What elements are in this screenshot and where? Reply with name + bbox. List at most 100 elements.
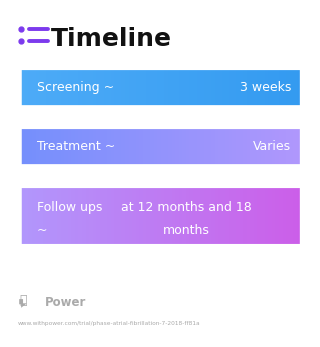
Bar — [139, 66, 143, 109]
Bar — [265, 125, 268, 168]
Bar — [93, 66, 97, 109]
Bar — [43, 125, 47, 168]
Bar — [300, 184, 304, 248]
Bar — [64, 184, 68, 248]
Bar — [161, 184, 165, 248]
Bar — [104, 184, 108, 248]
Bar — [100, 66, 104, 109]
Bar — [36, 184, 39, 248]
Bar — [279, 184, 283, 248]
Bar — [129, 66, 132, 109]
Bar — [43, 184, 47, 248]
Bar — [236, 125, 240, 168]
Text: months: months — [163, 223, 210, 237]
Bar — [107, 125, 111, 168]
Bar — [136, 184, 140, 248]
Bar — [86, 66, 90, 109]
Bar — [157, 66, 161, 109]
Bar — [139, 184, 143, 248]
Bar — [107, 66, 111, 109]
Bar — [147, 125, 150, 168]
Bar — [18, 66, 21, 109]
Bar — [154, 125, 157, 168]
Bar — [71, 184, 75, 248]
Bar — [172, 125, 175, 168]
Text: Treatment ~: Treatment ~ — [37, 140, 115, 153]
Bar — [78, 66, 82, 109]
Bar — [193, 125, 197, 168]
Bar — [225, 184, 229, 248]
Bar — [293, 125, 297, 168]
Bar — [258, 66, 261, 109]
Bar — [240, 184, 244, 248]
Bar — [25, 125, 29, 168]
Bar — [240, 66, 244, 109]
Bar — [28, 184, 32, 248]
Bar — [96, 66, 100, 109]
Bar — [275, 125, 279, 168]
Bar — [21, 184, 25, 248]
Bar — [247, 184, 251, 248]
Bar — [46, 184, 50, 248]
Bar — [93, 125, 97, 168]
Bar — [43, 66, 47, 109]
Bar — [200, 125, 204, 168]
Bar — [175, 184, 179, 248]
Text: Screening ~: Screening ~ — [37, 81, 114, 94]
Bar — [204, 125, 208, 168]
Bar — [121, 125, 125, 168]
Bar — [139, 125, 143, 168]
Bar — [50, 66, 54, 109]
Bar — [114, 66, 118, 109]
Bar — [179, 184, 183, 248]
Bar — [161, 125, 165, 168]
Bar — [297, 184, 301, 248]
Bar — [297, 66, 301, 109]
Bar — [39, 184, 43, 248]
Bar — [211, 66, 215, 109]
Bar — [240, 125, 244, 168]
Bar — [157, 184, 161, 248]
Bar — [229, 125, 233, 168]
Bar — [214, 125, 219, 168]
Bar — [50, 184, 54, 248]
Bar — [250, 184, 254, 248]
Bar — [75, 66, 79, 109]
Bar — [300, 125, 304, 168]
Bar — [57, 125, 61, 168]
Bar — [64, 125, 68, 168]
Bar — [232, 184, 236, 248]
Bar — [236, 184, 240, 248]
Bar — [36, 125, 39, 168]
Bar — [78, 184, 82, 248]
Bar — [200, 66, 204, 109]
Bar — [275, 66, 279, 109]
Bar — [114, 125, 118, 168]
Bar — [53, 66, 57, 109]
Bar — [232, 125, 236, 168]
Bar — [293, 66, 297, 109]
Bar — [179, 125, 183, 168]
Bar — [125, 66, 129, 109]
Bar — [82, 66, 86, 109]
Bar — [261, 184, 265, 248]
Bar — [243, 66, 247, 109]
Bar — [32, 184, 36, 248]
Bar — [218, 66, 222, 109]
Bar — [196, 125, 201, 168]
Polygon shape — [19, 299, 27, 308]
Bar — [222, 184, 226, 248]
Bar — [125, 125, 129, 168]
Bar — [261, 125, 265, 168]
Bar — [147, 184, 150, 248]
Bar — [71, 125, 75, 168]
Bar — [261, 66, 265, 109]
Bar — [297, 125, 301, 168]
Bar — [175, 125, 179, 168]
Text: ~: ~ — [37, 223, 47, 237]
Bar — [143, 125, 147, 168]
Bar — [154, 66, 157, 109]
Text: www.withpower.com/trial/phase-atrial-fibrillation-7-2018-ff81a: www.withpower.com/trial/phase-atrial-fib… — [18, 321, 200, 326]
Bar — [71, 66, 75, 109]
Bar — [275, 184, 279, 248]
